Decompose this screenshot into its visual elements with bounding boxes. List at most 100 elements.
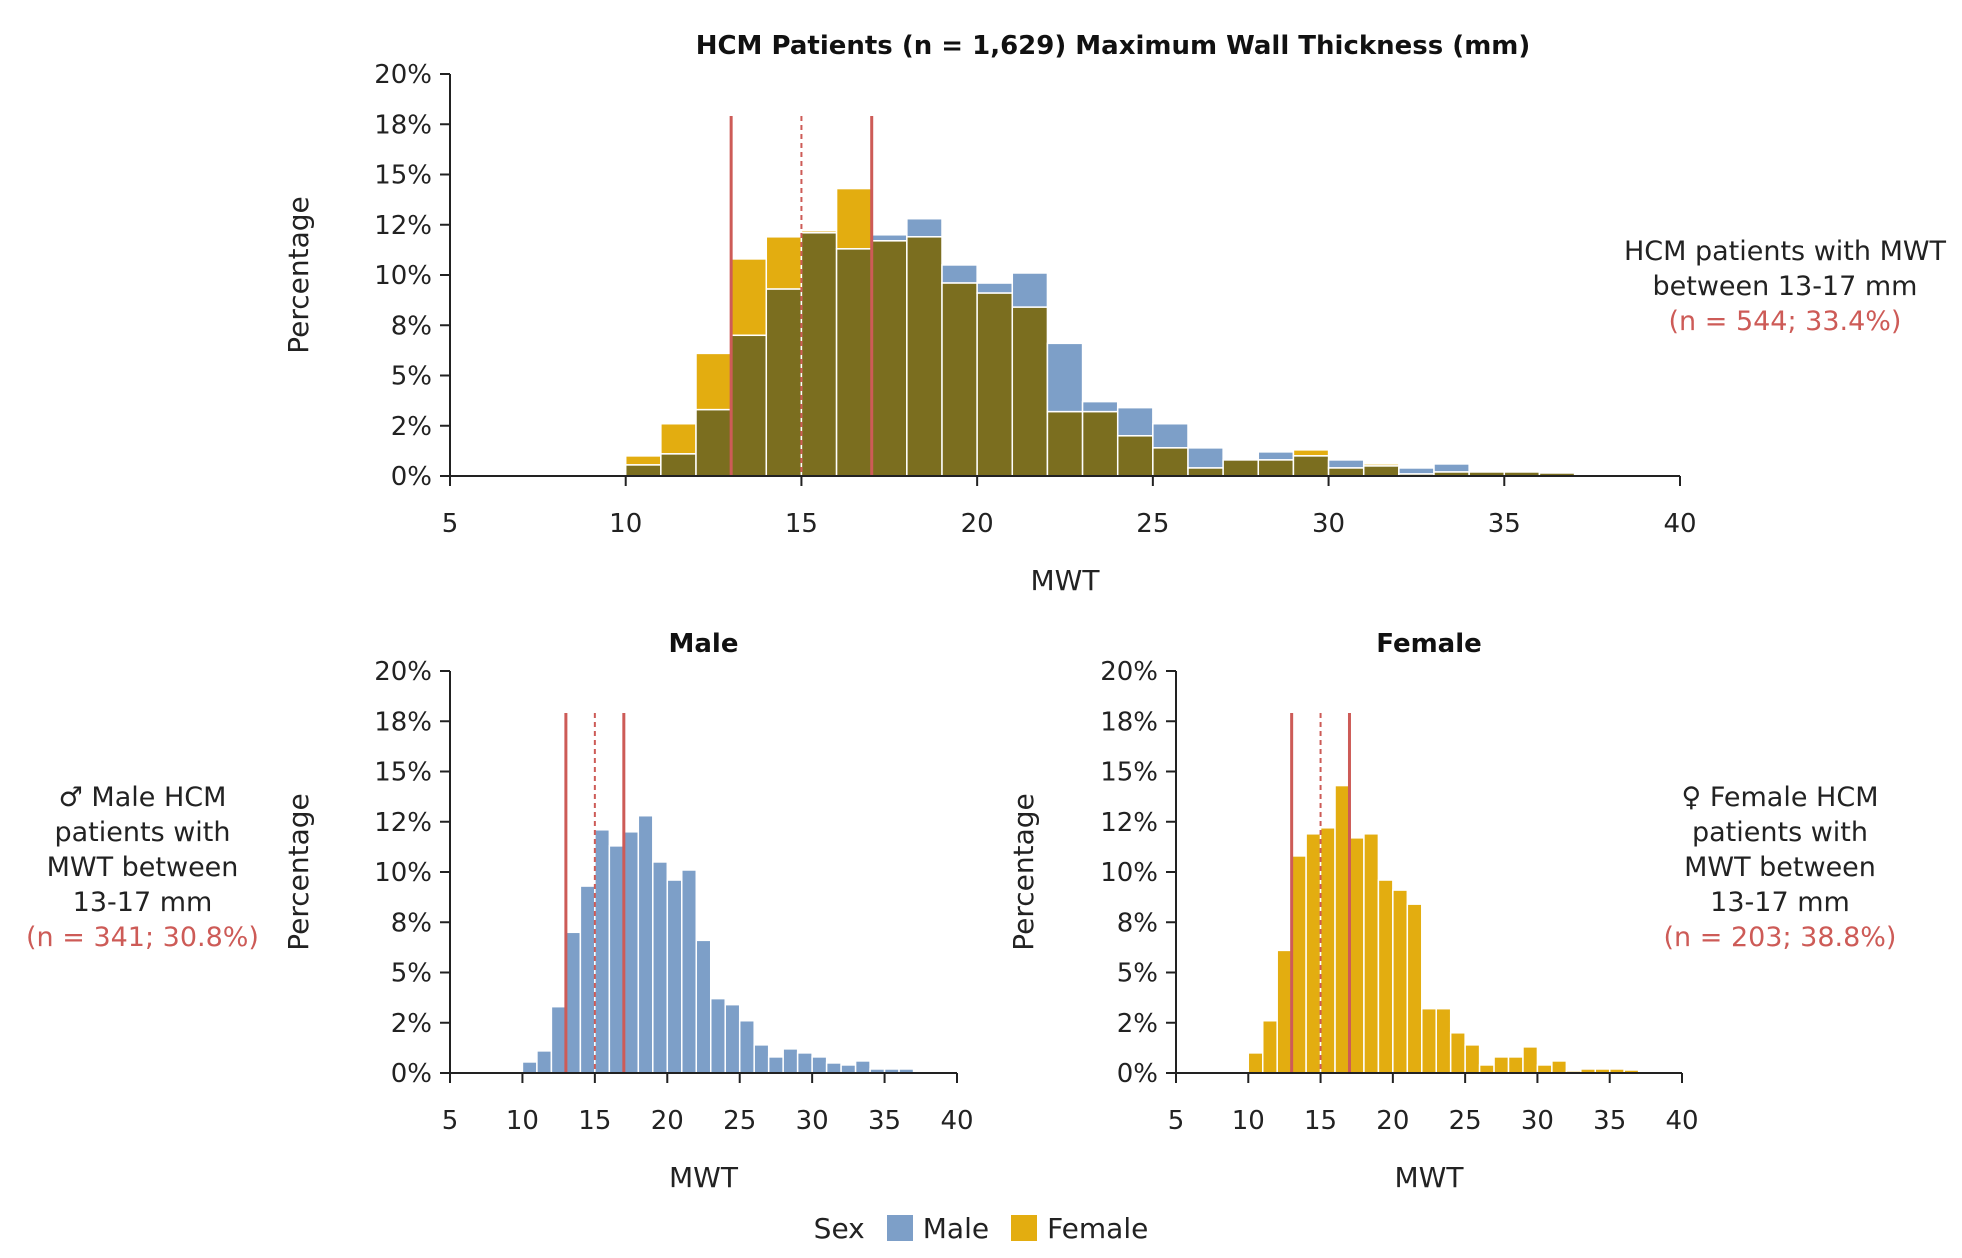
bar-female-12 <box>1421 1007 1437 1074</box>
bar-male-17 <box>767 1056 784 1074</box>
x-tick-label-overall-1: 10 <box>609 509 642 539</box>
bar-excess-overall-20 <box>1327 459 1365 469</box>
chart-title-male: Male <box>669 629 739 659</box>
bar-overlap-overall-15 <box>1152 447 1189 477</box>
bar-male-13 <box>709 997 726 1074</box>
bars-male <box>521 814 915 1074</box>
x-tick-label-male-3: 20 <box>651 1106 684 1136</box>
bar-excess-overall-10 <box>976 282 1014 294</box>
x-tick-label-female-1: 10 <box>1232 1106 1265 1136</box>
bar-male-9 <box>652 861 669 1074</box>
bar-female-21 <box>1551 1060 1568 1074</box>
bar-excess-overall-3 <box>730 258 768 337</box>
chart-title-female: Female <box>1376 629 1482 659</box>
bar-female-1 <box>1261 1019 1278 1074</box>
bar-male-11 <box>681 869 698 1074</box>
bar-excess-overall-7 <box>870 234 908 242</box>
bar-female-5 <box>1319 827 1336 1074</box>
bar-male-21 <box>825 1062 842 1074</box>
y-tick-label-overall-2: 5% <box>391 362 432 392</box>
y-tick-label-male-7: 18% <box>374 707 432 737</box>
y-axis-title-male: Percentage <box>282 793 315 951</box>
bars-female <box>1247 784 1640 1074</box>
bar-excess-overall-0 <box>624 455 662 466</box>
x-axis-title-male: MWT <box>669 1161 739 1194</box>
legend-swatch-female <box>1011 1215 1038 1241</box>
bar-female-9 <box>1377 879 1394 1074</box>
bar-excess-overall-6 <box>835 187 873 250</box>
legend-swatch-male <box>886 1215 913 1241</box>
bar-female-3 <box>1290 855 1307 1074</box>
bar-male-0 <box>521 1061 538 1074</box>
bar-excess-overall-22 <box>1398 467 1435 475</box>
bar-overlap-overall-21 <box>1362 465 1400 477</box>
bar-male-18 <box>782 1048 799 1074</box>
chart-title-overall: HCM Patients (n = 1,629) Maximum Wall Th… <box>696 31 1531 61</box>
x-tick-label-overall-5: 30 <box>1312 509 1345 539</box>
y-tick-label-overall-0: 0% <box>391 462 432 492</box>
chart-female: 0% 2% 5% 8% 10% 12% 15% 18% 20% 5 10 15 20 25 30 35 40 Fe… <box>1007 629 1699 1194</box>
y-tick-label-overall-1: 2% <box>391 412 432 442</box>
bar-excess-overall-16 <box>1187 447 1224 469</box>
bar-female-20 <box>1536 1064 1553 1074</box>
bar-male-10 <box>666 879 683 1074</box>
annotation-male-line2: patients with <box>54 817 231 848</box>
x-tick-label-female-5: 30 <box>1521 1106 1554 1136</box>
bar-female-18 <box>1507 1056 1524 1074</box>
bar-overlap-overall-5 <box>800 232 838 477</box>
y-tick-label-overall-4: 10% <box>374 261 432 291</box>
annotation-overall-line2: between 13-17 mm <box>1652 271 1918 302</box>
bar-overlap-overall-6 <box>835 248 873 477</box>
legend-label-female: Female <box>1047 1211 1149 1245</box>
bar-excess-overall-15 <box>1152 422 1189 449</box>
bar-female-13 <box>1435 1007 1452 1074</box>
annotation-female-line1: ♀ Female HCM <box>1645 780 1915 815</box>
bar-male-23 <box>854 1060 871 1074</box>
y-tick-label-male-8: 20% <box>374 657 432 687</box>
y-tick-label-overall-6: 15% <box>374 161 432 191</box>
bar-female-8 <box>1363 833 1380 1074</box>
legend-label-male: Male <box>922 1211 990 1245</box>
y-tick-label-female-0: 0% <box>1117 1059 1158 1089</box>
bar-overlap-overall-4 <box>765 288 803 477</box>
bar-male-6 <box>608 845 625 1074</box>
bar-excess-overall-11 <box>1011 272 1049 308</box>
bar-male-22 <box>840 1064 857 1074</box>
bar-excess-overall-12 <box>1046 342 1084 413</box>
bar-male-16 <box>753 1044 770 1074</box>
bar-female-16 <box>1478 1064 1495 1074</box>
chart-male: 0% 2% 5% 8% 10% 12% 15% 18% 20% 5 10 15 20 25 30 35 40 Ma… <box>282 629 974 1194</box>
bar-male-1 <box>536 1050 553 1074</box>
y-tick-label-overall-5: 12% <box>374 211 432 241</box>
x-tick-label-overall-4: 25 <box>1136 509 1169 539</box>
legend: Sex Male Female <box>0 1208 1962 1248</box>
bar-overlap-overall-19 <box>1292 455 1330 477</box>
bar-overlap-overall-18 <box>1257 459 1295 477</box>
bar-female-19 <box>1522 1046 1539 1074</box>
bar-overlap-overall-10 <box>976 292 1014 477</box>
bar-male-7 <box>623 831 640 1074</box>
annotation-female-line2: patients with <box>1691 817 1868 848</box>
bar-overlap-overall-1 <box>660 453 697 477</box>
chart-overall: 0% 2% 5% 8% 10% 12% 15% 18% 20% 5 10 15 20 25 30 35 40 HC… <box>282 31 1697 597</box>
male-symbol-icon: ♂ <box>58 782 83 813</box>
bars-overall <box>624 187 1576 477</box>
y-axis-title-female: Percentage <box>1007 793 1040 951</box>
bar-excess-overall-13 <box>1081 400 1119 413</box>
bar-overlap-overall-11 <box>1011 306 1049 477</box>
x-tick-label-female-2: 15 <box>1304 1106 1337 1136</box>
annotation-female-line4: 13-17 mm <box>1710 887 1850 918</box>
y-tick-label-female-4: 10% <box>1100 858 1158 888</box>
bar-overlap-overall-16 <box>1187 467 1224 477</box>
x-tick-label-male-7: 40 <box>940 1106 973 1136</box>
x-tick-label-female-6: 35 <box>1593 1106 1626 1136</box>
x-tick-label-female-3: 20 <box>1376 1106 1409 1136</box>
bar-excess-overall-1 <box>660 422 697 455</box>
annotation-female-text1: Female HCM <box>1709 782 1879 813</box>
annotation-overall: HCM patients with MWT between 13-17 mm (… <box>1590 234 1962 339</box>
bar-male-5 <box>594 829 611 1074</box>
x-tick-label-male-5: 30 <box>796 1106 829 1136</box>
y-tick-label-overall-8: 20% <box>374 60 432 90</box>
y-tick-label-female-5: 12% <box>1100 808 1158 838</box>
legend-title: Sex <box>813 1211 865 1245</box>
